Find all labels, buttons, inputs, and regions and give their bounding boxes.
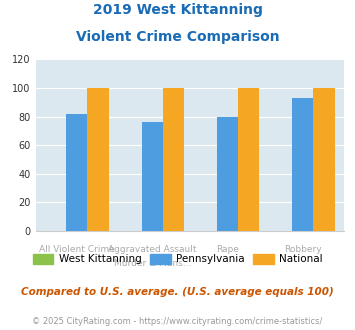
Text: Murder & Mans...: Murder & Mans... — [114, 259, 191, 268]
Text: 2019 West Kittanning: 2019 West Kittanning — [93, 3, 262, 17]
Bar — [238, 88, 259, 231]
Text: Violent Crime Comparison: Violent Crime Comparison — [76, 30, 279, 44]
Text: All Violent Crime: All Violent Crime — [39, 245, 115, 254]
Text: © 2025 CityRating.com - https://www.cityrating.com/crime-statistics/: © 2025 CityRating.com - https://www.city… — [32, 317, 323, 326]
Bar — [163, 88, 184, 231]
Text: Compared to U.S. average. (U.S. average equals 100): Compared to U.S. average. (U.S. average … — [21, 287, 334, 297]
Text: Robbery: Robbery — [284, 245, 322, 254]
Text: Rape: Rape — [216, 245, 239, 254]
Bar — [217, 116, 238, 231]
Text: Aggravated Assault: Aggravated Assault — [108, 245, 197, 254]
Bar — [66, 114, 87, 231]
Bar — [87, 88, 109, 231]
Legend: West Kittanning, Pennsylvania, National: West Kittanning, Pennsylvania, National — [28, 249, 327, 269]
Bar — [293, 98, 313, 231]
Bar — [313, 88, 334, 231]
Bar — [142, 122, 163, 231]
